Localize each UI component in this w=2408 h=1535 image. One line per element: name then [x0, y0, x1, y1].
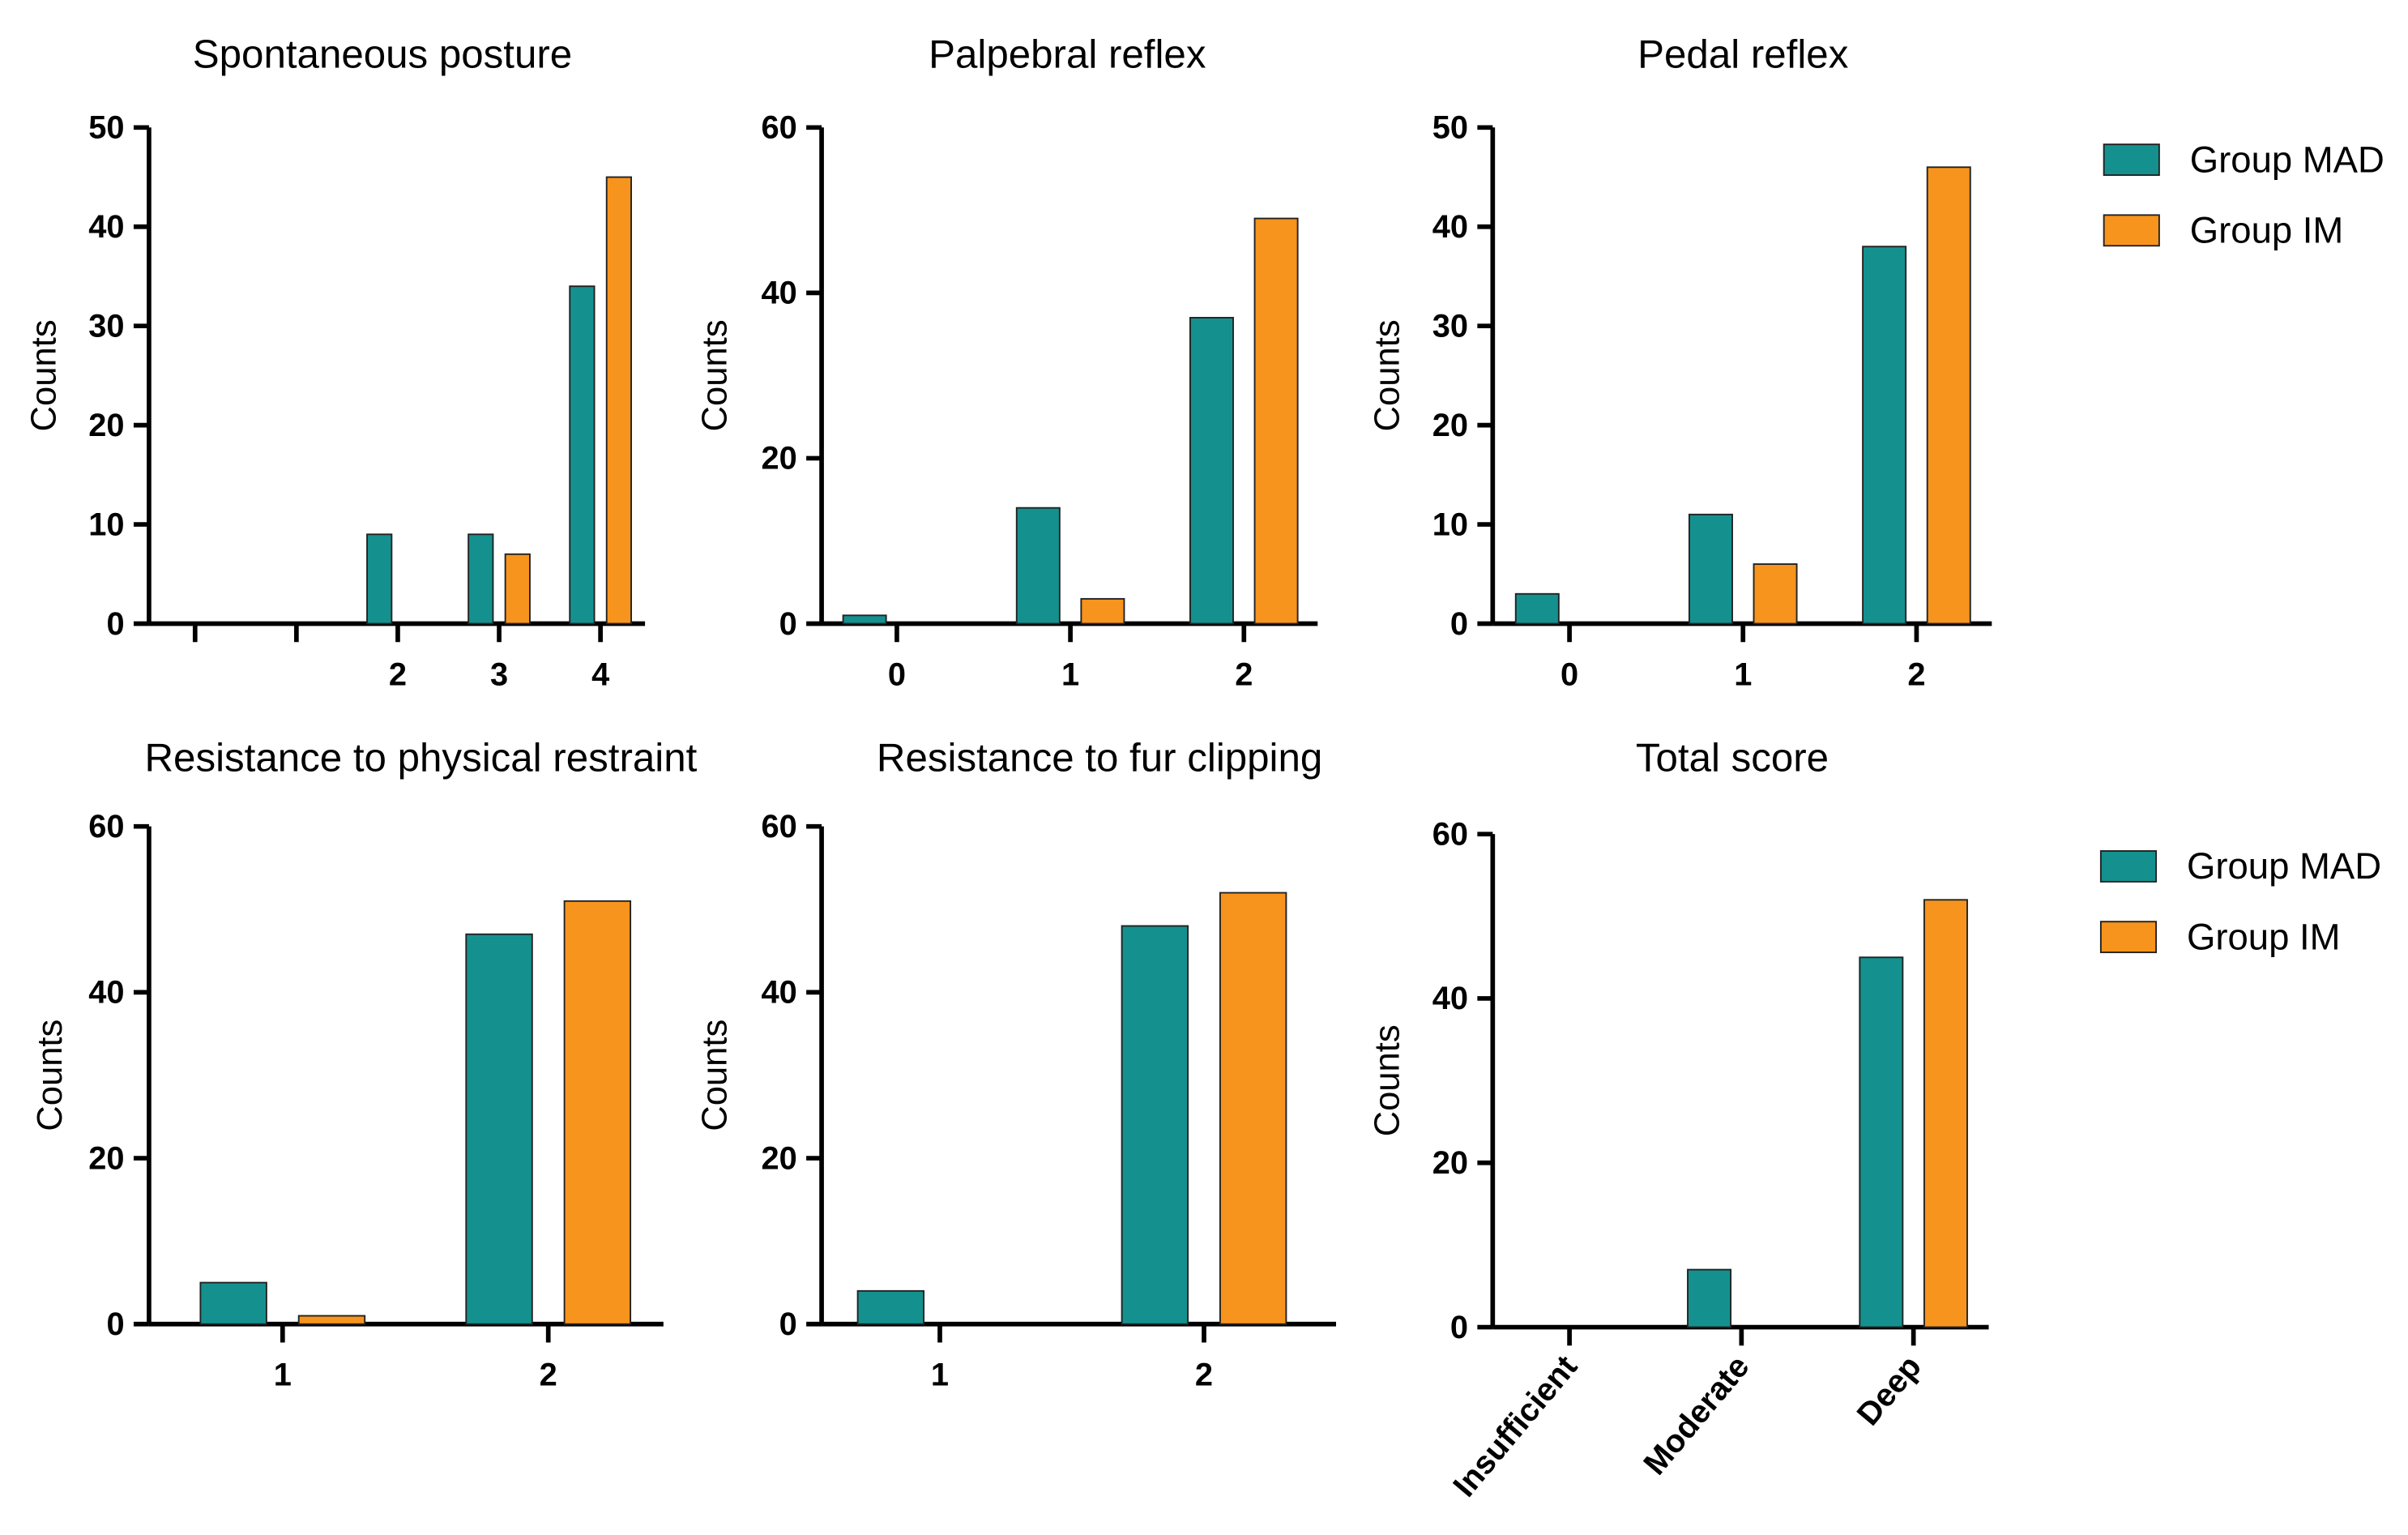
y-tick-label: 20 [761, 441, 796, 477]
y-tick-label: 40 [761, 975, 796, 1011]
y-tick-label: 40 [88, 975, 124, 1011]
y-axis-label: Counts [696, 319, 735, 431]
bar [1253, 217, 1299, 625]
y-tick-label: 0 [106, 606, 124, 642]
bar [1219, 891, 1287, 1325]
y-axis-label: Counts [1368, 1024, 1407, 1136]
y-tick-label: 20 [1432, 1145, 1468, 1181]
y-tick-label: 40 [88, 209, 124, 245]
y-tick-label: 10 [1432, 507, 1468, 542]
bar [468, 533, 494, 625]
y-tick-label: 60 [88, 809, 124, 844]
bar [1859, 956, 1904, 1328]
y-tick-label: 20 [761, 1140, 796, 1176]
y-tick-label: 40 [1432, 981, 1468, 1016]
y-tick-label: 40 [1432, 209, 1468, 245]
legend-swatch [2103, 214, 2160, 247]
bar [1688, 513, 1733, 625]
x-tick-label: 2 [1907, 656, 1925, 692]
bar [504, 553, 531, 625]
bar [842, 614, 887, 625]
legend-label: Group MAD [2187, 845, 2381, 887]
y-tick-label: 30 [88, 308, 124, 344]
x-tick-label: 2 [1235, 656, 1253, 692]
y-tick-label: 30 [1432, 308, 1468, 344]
x-tick-label: 2 [1195, 1358, 1213, 1393]
x-tick-label: 4 [591, 656, 609, 692]
bar [1753, 563, 1798, 625]
bar [605, 176, 632, 625]
y-tick-label: 60 [1432, 816, 1468, 852]
x-tick-label: 3 [490, 656, 508, 692]
y-tick-label: 20 [1432, 408, 1468, 443]
x-tick-label: 1 [1734, 656, 1752, 692]
bar [1015, 507, 1061, 625]
y-axis-label: Counts [1368, 319, 1407, 431]
y-tick-label: 0 [779, 606, 797, 642]
x-tick-label: 0 [1561, 656, 1578, 692]
y-axis-label: Counts [31, 1020, 70, 1131]
y-axis-label: Counts [696, 1020, 735, 1131]
legend-swatch [2103, 143, 2160, 177]
y-tick-label: 0 [779, 1306, 797, 1342]
chart-title: Palpebral reflex [929, 32, 1206, 76]
y-tick-label: 40 [761, 276, 796, 311]
y-tick-label: 60 [761, 110, 796, 146]
y-tick-label: 50 [1432, 110, 1468, 146]
bar [297, 1315, 366, 1325]
chart-title: Resistance to physical restraint [144, 735, 697, 780]
y-tick-label: 0 [1450, 606, 1468, 642]
chart-title: Pedal reflex [1637, 32, 1849, 76]
bar [856, 1289, 925, 1325]
y-tick-label: 20 [88, 1140, 124, 1176]
y-tick-label: 60 [761, 809, 796, 844]
chart-title: Resistance to fur clipping [877, 735, 1322, 780]
x-tick-label: 1 [1061, 656, 1079, 692]
chart-title: Total score [1636, 735, 1829, 780]
bar [1080, 597, 1125, 625]
y-tick-label: 0 [106, 1306, 124, 1342]
x-tick-label: 1 [274, 1358, 292, 1393]
bar [563, 900, 632, 1325]
bar [1121, 925, 1189, 1325]
bar [465, 933, 533, 1325]
y-axis-label: Counts [24, 319, 63, 431]
y-tick-label: 10 [88, 507, 124, 542]
bar [1189, 317, 1234, 625]
x-tick-label: 2 [540, 1358, 557, 1393]
x-tick-label: Insufficient [1446, 1349, 1584, 1503]
x-tick-label: 1 [931, 1358, 949, 1393]
bar [1687, 1268, 1732, 1328]
x-tick-label: Moderate [1637, 1349, 1756, 1482]
bar [199, 1281, 267, 1325]
legend-swatch [2099, 850, 2158, 883]
x-tick-label: 2 [389, 656, 407, 692]
y-tick-label: 50 [88, 110, 124, 146]
legend-label: Group MAD [2190, 139, 2385, 180]
bar [1862, 246, 1907, 625]
bar [1514, 592, 1560, 625]
x-tick-label: Deep [1851, 1349, 1928, 1432]
x-tick-label: 0 [888, 656, 906, 692]
y-tick-label: 20 [88, 408, 124, 443]
bar [366, 533, 393, 625]
legend-swatch [2099, 921, 2158, 954]
bar [1923, 899, 1968, 1328]
legend-label: Group IM [2190, 209, 2344, 250]
y-tick-label: 0 [1450, 1310, 1468, 1345]
chart-title: Spontaneous posture [193, 32, 572, 76]
bar [569, 285, 596, 625]
legend-label: Group IM [2187, 916, 2341, 957]
bar [1926, 166, 1971, 625]
